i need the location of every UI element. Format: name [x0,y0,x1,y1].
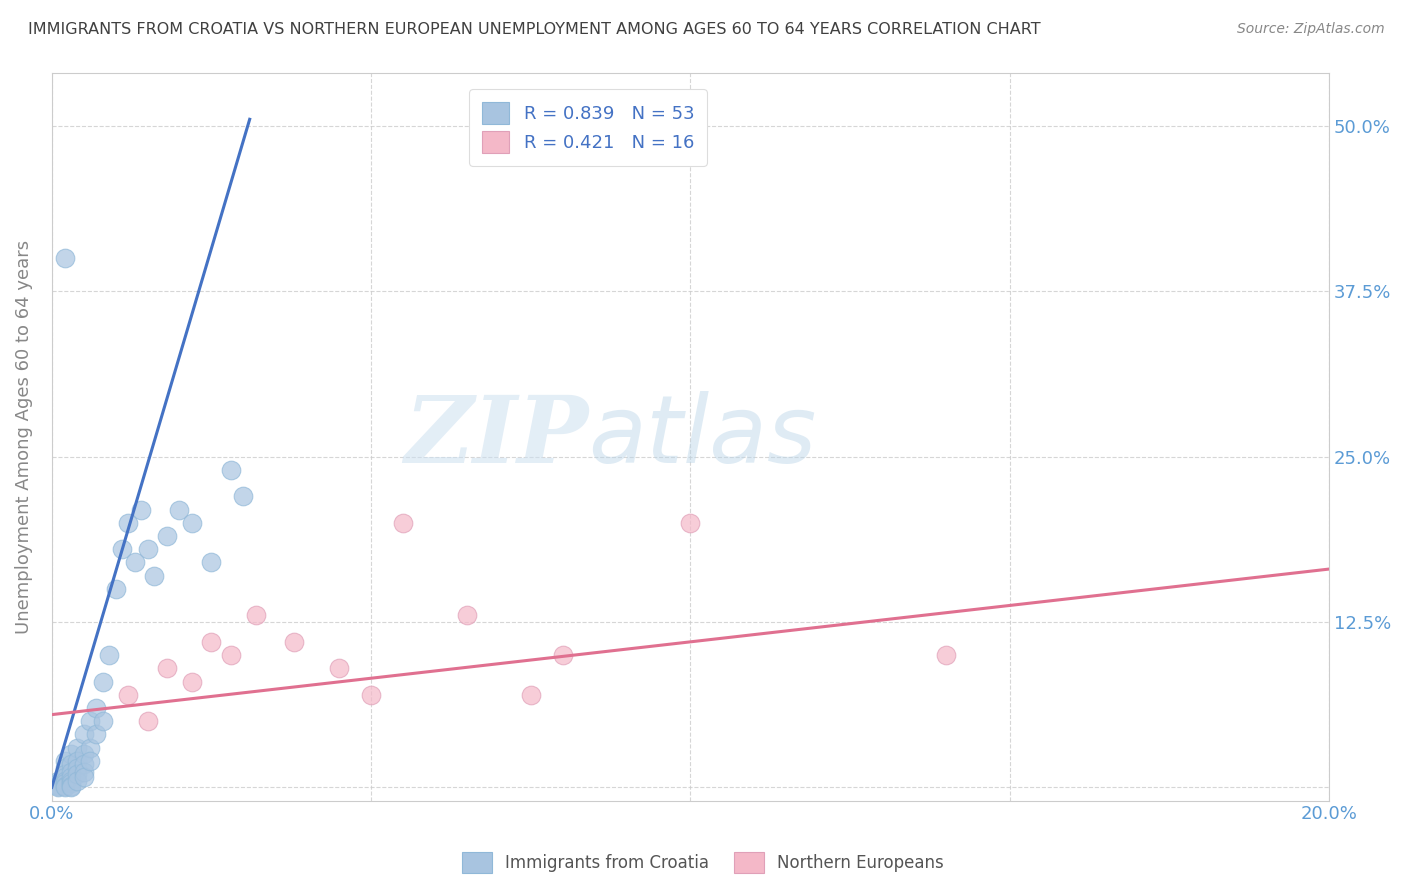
Point [136,714,159,729]
Point [59,776,82,790]
Point [53,780,76,795]
Point [59,780,82,795]
Legend: Immigrants from Croatia, Northern Europeans: Immigrants from Croatia, Northern Europe… [456,846,950,880]
Text: ZIP: ZIP [404,392,588,482]
Point [232,489,254,503]
Point [46,773,69,788]
Point [86,701,108,715]
Point [200,635,222,649]
Point [59,773,82,788]
Point [73,747,96,762]
Point [46,780,69,795]
Point [136,542,159,557]
Point [73,727,96,741]
Point [46,779,69,793]
Point [59,756,82,771]
Point [66,760,89,774]
Point [53,767,76,781]
Point [53,773,76,788]
Point [59,770,82,784]
Point [219,648,242,662]
Point [66,767,89,781]
Point [129,502,152,516]
Point [156,661,179,675]
Point [53,251,76,265]
Point [59,779,82,793]
Point [79,754,101,768]
Point [935,648,957,662]
Point [283,635,305,649]
Point [79,714,101,729]
Point [66,773,89,788]
Point [111,542,134,557]
Point [245,608,267,623]
Point [519,688,541,702]
Point [91,674,114,689]
Point [328,661,350,675]
Point [98,648,121,662]
Point [66,754,89,768]
Point [117,688,139,702]
Point [73,770,96,784]
Point [169,502,191,516]
Point [392,516,415,530]
Point [117,516,139,530]
Point [360,688,382,702]
Point [59,747,82,762]
Point [86,727,108,741]
Point [46,776,69,790]
Text: Source: ZipAtlas.com: Source: ZipAtlas.com [1237,22,1385,37]
Point [53,779,76,793]
Point [73,764,96,779]
Point [456,608,478,623]
Point [46,778,69,792]
Point [53,770,76,784]
Point [59,764,82,779]
Point [66,740,89,755]
Point [679,516,702,530]
Point [219,463,242,477]
Point [104,582,127,596]
Point [53,776,76,790]
Point [73,756,96,771]
Point [124,556,146,570]
Point [181,674,204,689]
Text: atlas: atlas [588,392,817,483]
Point [53,754,76,768]
Point [53,760,76,774]
Point [200,556,222,570]
Point [181,516,204,530]
Point [551,648,574,662]
Y-axis label: Unemployment Among Ages 60 to 64 years: Unemployment Among Ages 60 to 64 years [15,240,32,634]
Point [156,529,179,543]
Legend: R = 0.839   N = 53, R = 0.421   N = 16: R = 0.839 N = 53, R = 0.421 N = 16 [470,89,707,166]
Point [79,740,101,755]
Text: IMMIGRANTS FROM CROATIA VS NORTHERN EUROPEAN UNEMPLOYMENT AMONG AGES 60 TO 64 YE: IMMIGRANTS FROM CROATIA VS NORTHERN EURO… [28,22,1040,37]
Point [91,714,114,729]
Point [142,568,165,582]
